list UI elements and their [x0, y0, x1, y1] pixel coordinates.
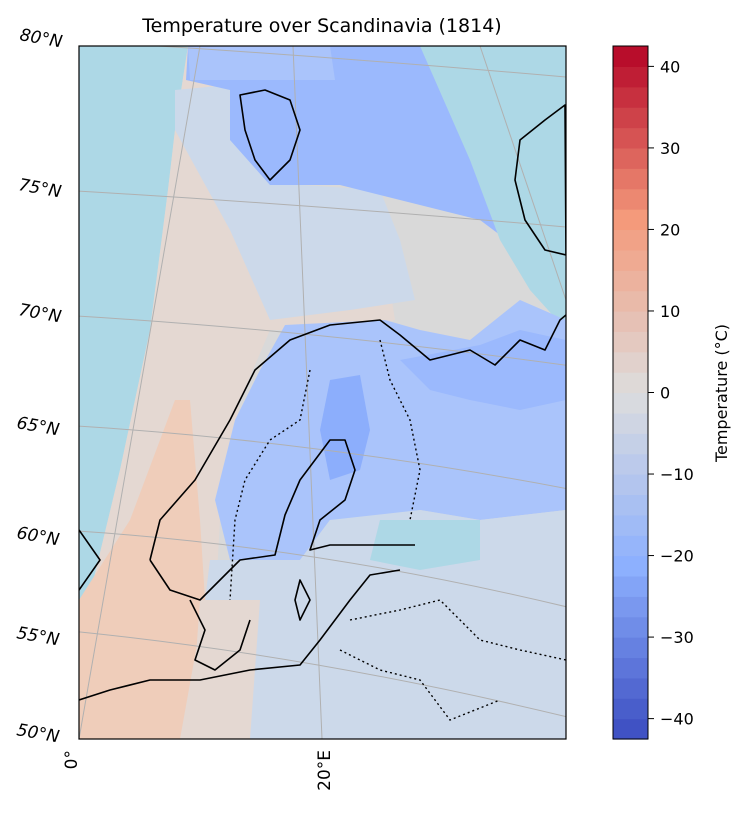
colorbar-label: Temperature (°C)	[712, 324, 731, 463]
coastlines	[79, 89, 566, 701]
colorbar-segment-7	[613, 575, 648, 597]
barents-sea-region	[420, 46, 566, 330]
graticule	[79, 46, 566, 739]
colorbar-tick-label: 40	[660, 57, 680, 76]
colorbar-segment-28	[613, 147, 648, 169]
colorbar-segment-1	[613, 698, 648, 720]
warm-coastal-region	[79, 400, 205, 739]
borders	[229, 339, 566, 721]
colorbar-segment-5	[613, 616, 648, 638]
denmark-coast	[189, 599, 251, 671]
colorbar-segment-14	[613, 433, 648, 455]
gridline-55n	[79, 631, 566, 718]
colorbar-segment-9	[613, 535, 648, 557]
colorbar-segment-11	[613, 494, 648, 516]
latitude-labels: 80°N 75°N 70°N 65°N 60°N 55°N 50°N	[15, 25, 64, 747]
gotland-coast	[294, 579, 311, 621]
britain-coast	[79, 529, 101, 591]
chart-title: Temperature over Scandinavia (1814)	[141, 15, 501, 37]
novaya-zemlya-coast	[514, 104, 566, 256]
colorbar-segment-4	[613, 637, 648, 659]
lat-label: 55°N	[15, 623, 61, 650]
colorbar-segment-2	[613, 677, 648, 699]
lon-label: 0°	[62, 750, 82, 769]
gridline-0e	[79, 46, 201, 739]
longitude-labels: 0° 20°E	[62, 750, 335, 791]
colorbar-segment-33	[613, 46, 648, 67]
gridline-70n	[79, 315, 566, 366]
colorbar-tick-label: −20	[660, 547, 694, 566]
colorbar-segment-16	[613, 392, 648, 414]
bothnia-cold-region	[320, 375, 370, 480]
border-norway-sweden	[229, 369, 311, 601]
ocean-west-region	[79, 46, 188, 640]
colorbar-tick-label: 30	[660, 139, 680, 158]
colorbar-segment-17	[613, 372, 648, 394]
colorbar-segment-13	[613, 453, 648, 475]
gridline-20e	[292, 46, 323, 739]
svalbard-cold-region	[186, 46, 520, 250]
colorbar-ticks: 40 30 20 10 0 −10 −20 −30 −40	[648, 57, 694, 729]
lat-label: 80°N	[18, 25, 64, 52]
colorbar-segment-30	[613, 107, 648, 129]
north-europe-coast	[79, 569, 401, 701]
colorbar-tick-label: 20	[660, 220, 680, 239]
colorbar-segment-23	[613, 249, 648, 271]
colorbar-tick-label: −10	[660, 465, 694, 484]
kola-cold-region	[400, 330, 566, 410]
colorbar-segment-22	[613, 270, 648, 292]
colorbar	[613, 46, 648, 740]
colorbar-tick-label: 10	[660, 302, 680, 321]
border-finland-russia	[379, 339, 421, 521]
lat-label: 50°N	[15, 720, 61, 747]
colorbar-segment-20	[613, 310, 648, 332]
colorbar-segment-0	[613, 718, 648, 740]
colorbar-segment-31	[613, 86, 648, 108]
colorbar-segment-8	[613, 555, 648, 577]
colorbar-segment-6	[613, 596, 648, 618]
border-baltic-states	[349, 599, 566, 661]
colorbar-tick-label: −40	[660, 710, 694, 729]
colorbar-segment-29	[613, 127, 648, 149]
lat-label: 60°N	[15, 523, 61, 550]
map-frame	[78, 45, 567, 740]
scandinavia-north-coast	[149, 314, 566, 561]
gridline-80n	[150, 46, 566, 78]
gridline-75n	[79, 190, 566, 228]
colorbar-segment-15	[613, 412, 648, 434]
colorbar-segment-25	[613, 209, 648, 231]
gridline-60n	[79, 530, 566, 608]
lon-label: 20°E	[315, 750, 335, 791]
svalbard-north-region	[188, 46, 335, 80]
colorbar-segment-32	[613, 66, 648, 88]
colorbar-segment-27	[613, 168, 648, 190]
lat-label: 70°N	[17, 300, 63, 327]
finland-south-region	[370, 520, 480, 570]
colorbar-segment-12	[613, 474, 648, 496]
gridline-40e	[479, 46, 566, 301]
map-area	[79, 46, 566, 739]
colorbar-segment-18	[613, 351, 648, 373]
lat-label: 75°N	[17, 175, 63, 202]
colorbar-segment-24	[613, 229, 648, 251]
sweden-baltic-coast	[149, 439, 415, 601]
colorbar-segment-26	[613, 188, 648, 210]
svalbard-coast	[239, 89, 301, 181]
colorbar-segment-19	[613, 331, 648, 353]
border-east-europe	[339, 649, 501, 721]
lat-label: 65°N	[15, 413, 61, 440]
colorbar-segment-10	[613, 514, 648, 536]
colorbar-segment-21	[613, 290, 648, 312]
colorbar-segment-3	[613, 657, 648, 679]
colorbar-tick-label: −30	[660, 628, 694, 647]
denmark-region	[190, 600, 260, 739]
colorbar-tick-label: 0	[660, 384, 670, 403]
baltic-pale-region	[190, 510, 566, 739]
